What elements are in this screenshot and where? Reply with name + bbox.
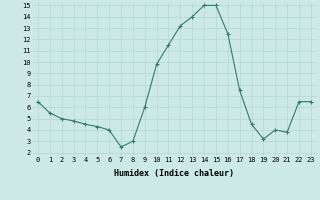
X-axis label: Humidex (Indice chaleur): Humidex (Indice chaleur)	[115, 169, 234, 178]
